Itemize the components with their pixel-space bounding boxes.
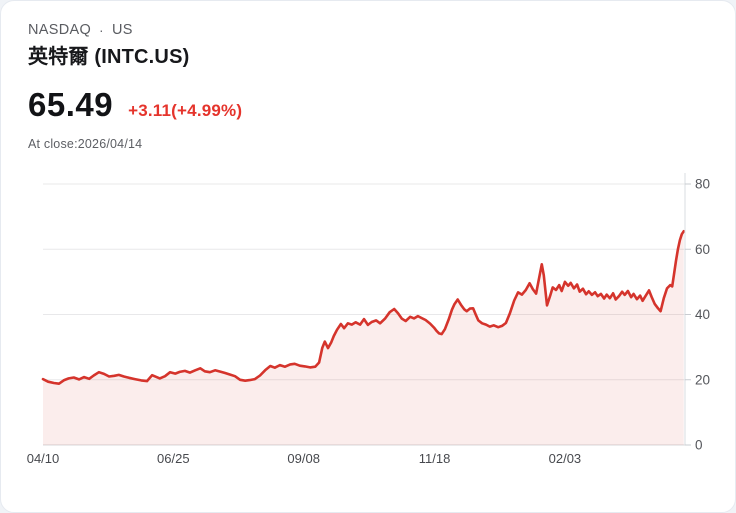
x-axis-label: 02/03	[549, 451, 582, 466]
price-change: +3.11(+4.99%)	[128, 100, 243, 120]
y-axis-label: 0	[695, 438, 703, 453]
dot-separator-icon: ·	[99, 22, 105, 39]
x-axis-label: 09/08	[287, 451, 320, 466]
price-row: 65.49 +3.11(+4.99%)	[28, 88, 242, 121]
quote-header: NASDAQ · US 英特爾 (INTC.US) 65.49 +3.11(+4…	[28, 22, 242, 151]
price-area	[43, 231, 684, 445]
exchange-row: NASDAQ · US	[28, 22, 242, 39]
exchange-label: NASDAQ	[28, 22, 92, 38]
x-axis-label: 06/25	[157, 451, 190, 466]
x-axis-label: 11/18	[419, 451, 451, 466]
y-axis-label: 20	[695, 372, 710, 387]
region-label: US	[112, 22, 133, 38]
stock-name: 英特爾 (INTC.US)	[28, 45, 190, 68]
price-line	[41, 230, 685, 385]
as-of-timestamp: At close:2026/04/14	[28, 136, 143, 151]
y-axis-label: 60	[695, 242, 710, 257]
x-axis-label: 04/10	[27, 451, 60, 466]
y-axis-label: 40	[695, 307, 710, 322]
y-axis-label: 80	[695, 177, 710, 192]
last-price: 65.49	[28, 85, 114, 123]
